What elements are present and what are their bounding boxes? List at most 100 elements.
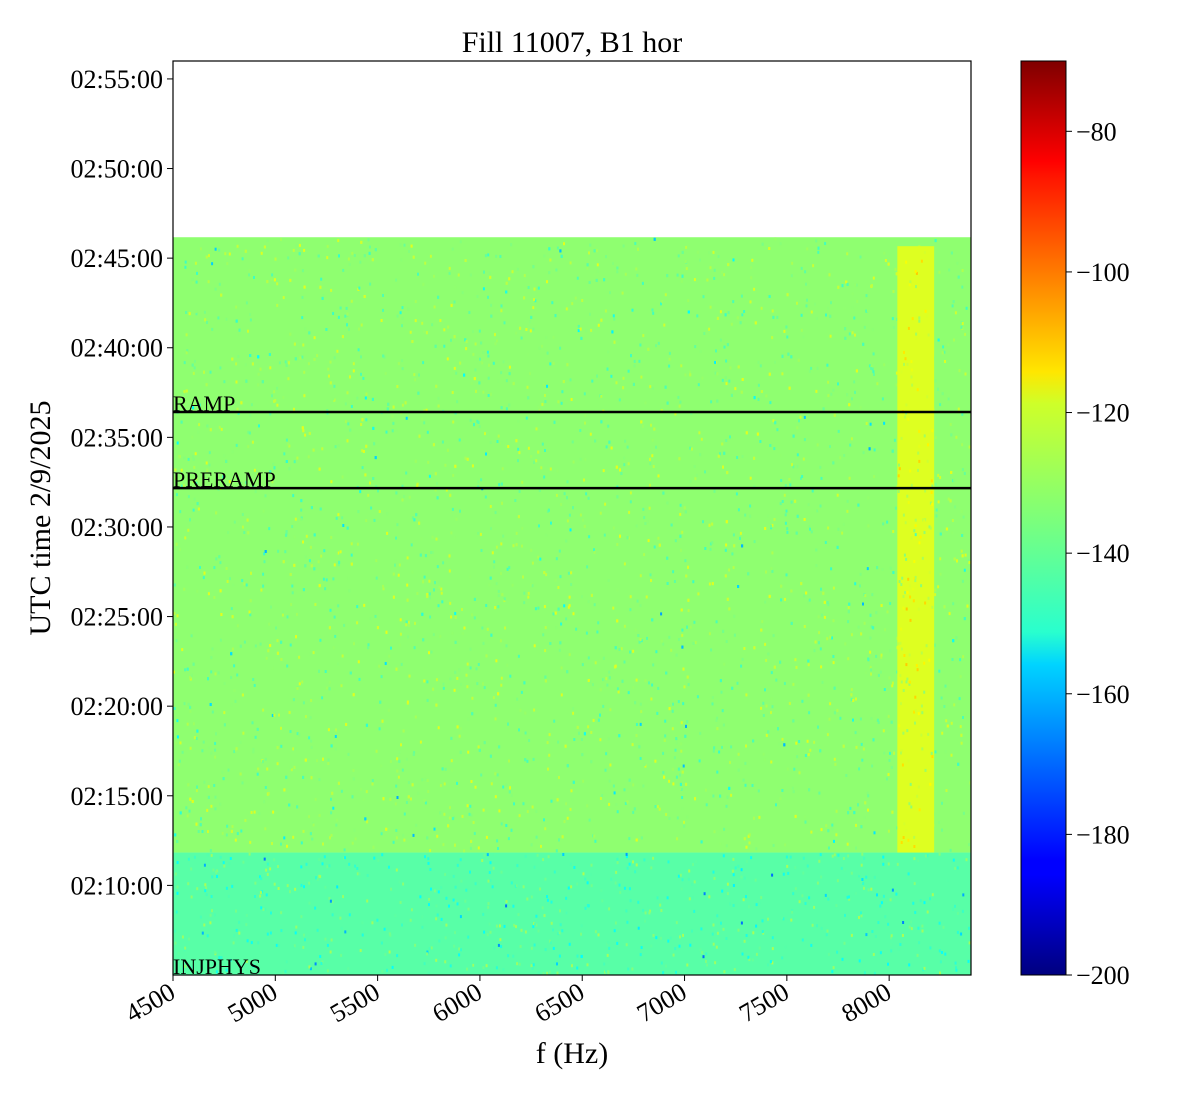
heatmap-cell [532,265,535,269]
heatmap-cell [934,750,937,754]
heatmap-cell [741,657,744,661]
heatmap-cell [373,442,376,446]
heatmap-cell [183,361,186,365]
heatmap-cell [619,891,622,894]
heatmap-cell [683,685,686,689]
heatmap-cell [189,705,192,709]
heatmap-cell [910,483,913,487]
heatmap-cell [712,923,715,927]
heatmap-cell [360,240,363,244]
heatmap-cell [497,434,500,438]
heatmap-cell [760,306,763,310]
heatmap-cell [303,933,305,937]
heatmap-cell [396,757,399,761]
heatmap-cell [183,587,186,591]
heatmap-cell [898,724,901,728]
heatmap-cell [565,802,568,806]
heatmap-cell [280,744,283,748]
heatmap-cell [889,602,892,605]
heatmap-cell [939,971,941,975]
heatmap-cell [740,294,743,298]
heatmap-cell [176,441,179,445]
heatmap-cell [614,664,617,668]
heatmap-cell [907,417,910,421]
heatmap-cell [257,473,260,477]
heatmap-cell [529,320,532,324]
heatmap-cell [428,947,431,951]
heatmap-cell [235,305,238,309]
colorbar-tick-label: −100 [1076,258,1130,287]
heatmap-cell [889,751,891,755]
heatmap-cell [293,765,296,769]
heatmap-cell [588,535,591,539]
heatmap-cell [700,437,703,441]
heatmap-cell [439,319,442,322]
heatmap-cell [652,663,655,667]
heatmap-cell [863,621,866,625]
heatmap-cell [869,636,872,640]
heatmap-cell [370,925,373,929]
heatmap-cell [621,679,624,683]
heatmap-cell [784,521,787,525]
heatmap-cell [493,852,496,856]
heatmap-cell [270,605,272,609]
heatmap-cell [808,788,811,792]
heatmap-cell [671,727,674,731]
heatmap-cell [285,460,288,463]
heatmap-cell [626,920,629,924]
heatmap-cell [756,432,759,436]
heatmap-cell [863,325,866,329]
heatmap-cell [351,795,354,799]
heatmap-cell [924,768,927,772]
colorbar-tick-label: −120 [1076,399,1130,428]
heatmap-cell [249,354,252,357]
heatmap-cell [640,710,643,714]
heatmap-cell [490,527,492,531]
heatmap-cell [612,784,615,788]
heatmap-cell [712,794,715,798]
heatmap-cell [721,271,723,274]
heatmap-cell [444,440,447,444]
heatmap-cell [580,738,583,741]
heatmap-cell [225,459,228,463]
heatmap-cell [781,916,784,920]
heatmap-cell [768,372,771,376]
heatmap-cell [604,768,607,772]
heatmap-cell [360,355,362,359]
heatmap-cell [804,902,807,905]
heatmap-cell [910,927,913,931]
heatmap-cell [850,633,853,637]
heatmap-cell [941,801,943,805]
heatmap-cell [895,272,898,276]
heatmap-cell [804,815,806,819]
heatmap-cell [348,589,351,593]
heatmap-cell [918,429,921,433]
heatmap-cell [397,573,400,577]
heatmap-cell [330,811,333,815]
heatmap-cell [371,258,374,262]
heatmap-cell [905,607,908,611]
heatmap-cell [905,680,908,684]
heatmap-cell [730,745,733,749]
heatmap-cell [192,722,195,726]
heatmap-cell [956,866,959,870]
heatmap-cell [448,554,451,558]
heatmap-cell [693,278,696,282]
heatmap-cell [334,445,337,449]
heatmap-cell [447,325,450,329]
heatmap-cell [586,266,589,270]
heatmap-cell [430,887,432,891]
heatmap-cell [850,693,853,697]
heatmap-cell [505,904,508,908]
heatmap-cell [656,896,659,900]
heatmap-cell [423,409,426,413]
heatmap-cell [959,658,962,662]
heatmap-cell [260,251,263,255]
heatmap-cell [318,814,321,817]
heatmap-cell [513,923,516,927]
heatmap-cell [398,759,401,763]
heatmap-cell [378,664,381,668]
heatmap-cell [343,623,346,627]
heatmap-cell [508,365,511,369]
heatmap-cell [653,545,656,549]
